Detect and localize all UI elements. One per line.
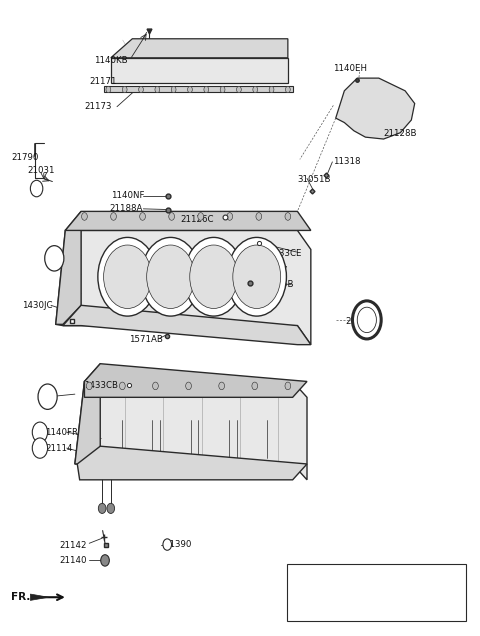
Circle shape bbox=[101, 555, 109, 566]
Polygon shape bbox=[63, 305, 311, 345]
Circle shape bbox=[256, 212, 262, 220]
Text: 21114: 21114 bbox=[45, 443, 72, 453]
Text: 1430JC: 1430JC bbox=[22, 301, 53, 310]
Circle shape bbox=[107, 503, 115, 513]
Circle shape bbox=[233, 245, 281, 308]
Polygon shape bbox=[111, 39, 288, 58]
Text: 21126C: 21126C bbox=[180, 214, 214, 223]
Circle shape bbox=[140, 212, 145, 220]
Circle shape bbox=[220, 86, 225, 93]
Circle shape bbox=[86, 382, 92, 390]
Circle shape bbox=[269, 86, 274, 93]
Text: 1140KB: 1140KB bbox=[94, 56, 128, 65]
FancyBboxPatch shape bbox=[287, 564, 466, 621]
Text: 21128B: 21128B bbox=[384, 130, 417, 139]
Text: 21031: 21031 bbox=[27, 165, 55, 175]
Circle shape bbox=[110, 212, 116, 220]
Circle shape bbox=[252, 382, 258, 390]
Circle shape bbox=[357, 307, 376, 333]
Circle shape bbox=[120, 382, 125, 390]
Text: 21117: 21117 bbox=[261, 266, 288, 275]
Polygon shape bbox=[336, 78, 415, 139]
Circle shape bbox=[30, 180, 43, 197]
Circle shape bbox=[147, 245, 194, 308]
Circle shape bbox=[32, 438, 48, 459]
Text: 21188A: 21188A bbox=[110, 204, 143, 213]
Circle shape bbox=[106, 86, 111, 93]
Polygon shape bbox=[56, 230, 311, 345]
Circle shape bbox=[98, 237, 157, 316]
Circle shape bbox=[352, 301, 381, 339]
Circle shape bbox=[153, 382, 158, 390]
Text: 1140FR: 1140FR bbox=[45, 428, 78, 437]
Circle shape bbox=[169, 212, 175, 220]
Circle shape bbox=[285, 382, 291, 390]
Circle shape bbox=[155, 86, 160, 93]
Circle shape bbox=[285, 212, 291, 220]
Text: 1571AB: 1571AB bbox=[129, 335, 163, 344]
Circle shape bbox=[82, 212, 87, 220]
Polygon shape bbox=[84, 364, 307, 398]
Text: 1140EH: 1140EH bbox=[333, 64, 367, 73]
Polygon shape bbox=[111, 58, 288, 83]
Circle shape bbox=[286, 86, 290, 93]
Text: 21390: 21390 bbox=[165, 540, 192, 549]
Circle shape bbox=[32, 422, 48, 443]
Circle shape bbox=[163, 539, 171, 550]
Circle shape bbox=[227, 212, 233, 220]
Text: 11318: 11318 bbox=[333, 157, 361, 167]
Circle shape bbox=[253, 86, 258, 93]
Text: 21443: 21443 bbox=[345, 317, 373, 326]
Text: 21173: 21173 bbox=[84, 102, 112, 111]
Circle shape bbox=[219, 382, 225, 390]
Circle shape bbox=[171, 86, 176, 93]
Text: 21171: 21171 bbox=[89, 78, 117, 86]
Circle shape bbox=[122, 86, 127, 93]
Circle shape bbox=[188, 86, 192, 93]
Text: 21115B: 21115B bbox=[261, 280, 294, 289]
Text: 1140NF: 1140NF bbox=[111, 191, 144, 200]
Text: 21142: 21142 bbox=[60, 541, 87, 550]
Polygon shape bbox=[77, 446, 307, 480]
Text: THE NO. 21110B : ① ~ ④: THE NO. 21110B : ① ~ ④ bbox=[292, 601, 396, 610]
Text: ②: ② bbox=[44, 392, 51, 401]
Circle shape bbox=[45, 245, 64, 271]
Polygon shape bbox=[30, 594, 48, 600]
Circle shape bbox=[141, 237, 200, 316]
Circle shape bbox=[227, 237, 287, 316]
Text: 1433CE: 1433CE bbox=[268, 249, 301, 258]
Circle shape bbox=[98, 503, 106, 513]
Text: ①: ① bbox=[51, 254, 58, 263]
Circle shape bbox=[184, 237, 243, 316]
Circle shape bbox=[198, 212, 204, 220]
Circle shape bbox=[186, 382, 192, 390]
Circle shape bbox=[38, 384, 57, 410]
Circle shape bbox=[204, 86, 209, 93]
Text: 31051B: 31051B bbox=[298, 175, 331, 184]
Text: FR.: FR. bbox=[11, 592, 31, 602]
Polygon shape bbox=[65, 211, 311, 230]
Text: 21140: 21140 bbox=[60, 556, 87, 565]
Text: ④: ④ bbox=[36, 445, 43, 451]
Text: ③: ③ bbox=[36, 429, 43, 435]
Text: 1433CB: 1433CB bbox=[84, 382, 119, 391]
Circle shape bbox=[190, 245, 238, 308]
Polygon shape bbox=[56, 211, 81, 324]
Polygon shape bbox=[104, 86, 293, 92]
Circle shape bbox=[139, 86, 144, 93]
Circle shape bbox=[237, 86, 241, 93]
Polygon shape bbox=[75, 382, 307, 480]
Text: NOTE: NOTE bbox=[292, 569, 317, 577]
Text: 21790: 21790 bbox=[11, 153, 38, 162]
Polygon shape bbox=[75, 364, 100, 464]
Circle shape bbox=[104, 245, 152, 308]
